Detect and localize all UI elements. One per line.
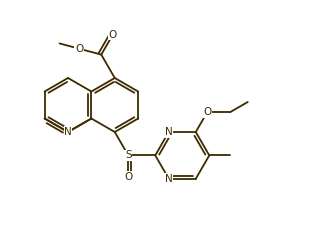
Text: O: O bbox=[203, 107, 211, 117]
Text: N: N bbox=[165, 127, 173, 137]
Text: S: S bbox=[125, 150, 132, 160]
Text: N: N bbox=[165, 174, 173, 184]
Text: N: N bbox=[64, 127, 72, 137]
Text: O: O bbox=[124, 172, 132, 182]
Text: O: O bbox=[109, 30, 117, 40]
Text: O: O bbox=[75, 44, 83, 54]
